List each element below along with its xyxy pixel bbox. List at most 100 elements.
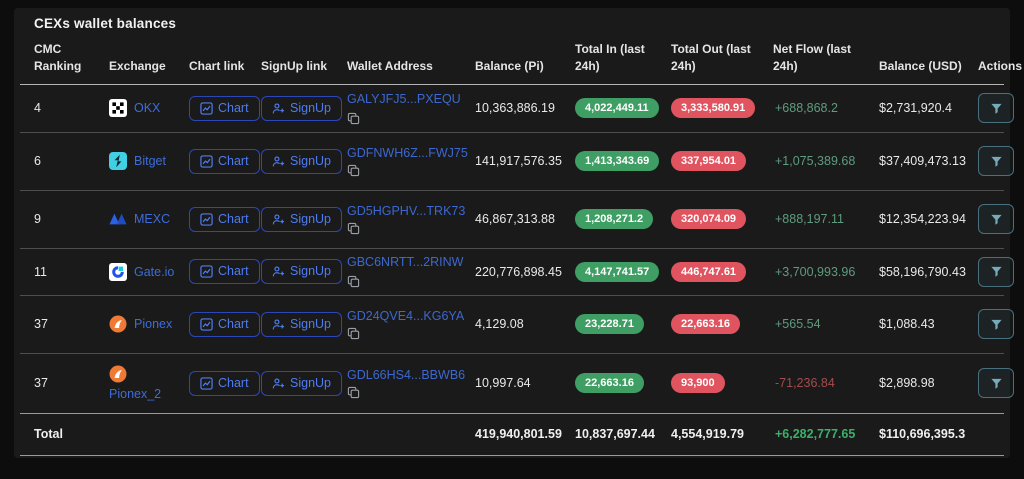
actions-filter-button[interactable]	[978, 204, 1014, 235]
signup-button[interactable]: SignUp	[261, 311, 342, 337]
total-in-badge: 22,663.16	[575, 373, 644, 394]
signup-button[interactable]: SignUp	[261, 259, 342, 285]
balance-usd-value: $58,196,790.43	[879, 264, 966, 279]
col-header-balance-pi: Balance (Pi)	[475, 58, 544, 73]
filter-icon	[990, 378, 1002, 389]
user-add-icon	[272, 319, 285, 329]
total-out-badge: 93,900	[671, 373, 725, 394]
table-row-pionex-2: 37 Pionex_2 Chart SignUp GDL66HS4...BBWB…	[20, 352, 1014, 413]
chart-button[interactable]: Chart	[189, 95, 260, 121]
balance-usd-value: $2,898.98	[879, 376, 935, 391]
wallet-cell: GALYJFJ5...PXEQU	[347, 92, 475, 125]
signup-button[interactable]: SignUp	[261, 206, 342, 232]
pionex-logo-icon	[109, 365, 127, 383]
user-add-icon	[272, 266, 285, 277]
pionex-logo-icon	[109, 315, 127, 333]
chart-button-label: Chart	[218, 211, 249, 226]
chart-button-label: Chart	[218, 264, 249, 279]
net-flow-value: +565.54	[775, 317, 821, 332]
wallet-address-link[interactable]: GDFNWH6Z...FWJ75	[347, 145, 468, 160]
balance-pi-value: 141,917,576.35	[475, 154, 562, 169]
exchange-link[interactable]: Gate.io	[134, 264, 175, 279]
actions-filter-button[interactable]	[978, 93, 1014, 124]
total-balance-usd: $110,696,395.3	[879, 427, 966, 442]
exchange-link[interactable]: Bitget	[134, 154, 166, 169]
wallet-address-link[interactable]: GD24QVE4...KG6YA	[347, 308, 465, 323]
wallet-cell: GDL66HS4...BBWB6	[347, 368, 475, 399]
balance-pi-value: 4,129.08	[475, 317, 524, 332]
gateio-logo-icon	[109, 262, 127, 281]
exchange-cell: MEXC	[109, 210, 189, 228]
chart-button-label: Chart	[218, 375, 249, 390]
user-add-icon	[272, 378, 285, 388]
copy-icon[interactable]	[347, 112, 360, 125]
copy-icon[interactable]	[347, 327, 360, 340]
actions-filter-button[interactable]	[978, 368, 1014, 399]
net-flow-value: -71,236.84	[775, 376, 835, 391]
balance-pi-value: 10,363,886.19	[475, 101, 555, 116]
signup-button-label: SignUp	[290, 264, 331, 279]
filter-icon	[990, 319, 1002, 330]
chart-button-label: Chart	[218, 316, 249, 331]
actions-filter-button[interactable]	[978, 146, 1014, 177]
col-header-chart-link: Chart link	[189, 58, 245, 73]
total-out-badge: 22,663.16	[671, 314, 740, 335]
net-flow-value: +1,075,389.68	[775, 154, 856, 169]
wallet-address-link[interactable]: GALYJFJ5...PXEQU	[347, 91, 461, 106]
copy-icon[interactable]	[347, 275, 360, 288]
user-add-icon	[272, 214, 285, 224]
actions-filter-button[interactable]	[978, 256, 1014, 287]
chart-button[interactable]: Chart	[189, 259, 260, 285]
bitget-logo-icon	[109, 152, 127, 171]
signup-button[interactable]: SignUp	[261, 95, 342, 121]
chart-button[interactable]: Chart	[189, 206, 260, 232]
balance-pi-value: 46,867,313.88	[475, 212, 555, 227]
signup-button[interactable]: SignUp	[261, 370, 342, 396]
mexc-logo-icon	[109, 210, 127, 228]
signup-button-label: SignUp	[290, 316, 331, 331]
exchange-link[interactable]: Pionex_2	[109, 387, 162, 402]
total-in-badge: 1,208,271.2	[575, 209, 654, 230]
col-header-exchange: Exchange	[109, 58, 166, 73]
signup-button-label: SignUp	[290, 375, 331, 390]
exchange-cell: Pionex_2	[109, 365, 189, 401]
copy-icon[interactable]	[347, 386, 360, 399]
total-in-badge: 4,022,449.11	[575, 98, 659, 119]
signup-button-label: SignUp	[290, 153, 331, 168]
wallet-address-link[interactable]: GBC6NRTT...2RINW	[347, 255, 464, 270]
okx-logo-icon	[109, 99, 127, 118]
wallet-cell: GD24QVE4...KG6YA	[347, 309, 475, 340]
chart-button[interactable]: Chart	[189, 370, 260, 396]
col-header-balance-usd: Balance (USD)	[879, 58, 962, 73]
exchange-cell: Gate.io	[109, 262, 189, 281]
cmc-ranking-value: 6	[34, 154, 41, 169]
col-header-total-out: Total Out (last 24h)	[671, 42, 751, 73]
exchange-cell: OKX	[109, 99, 189, 118]
total-in-sum: 10,837,697.44	[575, 427, 655, 442]
chart-button[interactable]: Chart	[189, 148, 260, 174]
signup-button[interactable]: SignUp	[261, 148, 342, 174]
copy-icon[interactable]	[347, 164, 360, 177]
wallet-address-link[interactable]: GD5HGPHV...TRK73	[347, 203, 466, 218]
cmc-ranking-value: 9	[34, 212, 41, 227]
exchange-link[interactable]: MEXC	[134, 212, 171, 227]
exchange-link[interactable]: OKX	[134, 101, 161, 116]
cex-wallet-balances-panel: CEXs wallet balances CMC Ranking Exchang…	[14, 8, 1022, 458]
col-header-total-in: Total In (last 24h)	[575, 42, 645, 73]
chart-button-label: Chart	[218, 100, 249, 115]
actions-filter-button[interactable]	[978, 309, 1014, 340]
chart-button[interactable]: Chart	[189, 311, 260, 337]
total-in-badge: 4,147,741.57	[575, 261, 660, 282]
col-header-cmc-ranking: CMC Ranking	[34, 42, 82, 73]
user-add-icon	[272, 103, 285, 113]
balance-usd-value: $1,088.43	[879, 317, 935, 332]
cmc-ranking-value: 37	[34, 317, 48, 332]
col-header-net-flow: Net Flow (last 24h)	[773, 42, 852, 73]
table-row-mexc: 9 MEXC Chart SignUp GD5HGPHV...TRK73	[20, 189, 1014, 248]
exchange-cell: Bitget	[109, 152, 189, 171]
exchange-link[interactable]: Pionex	[134, 317, 173, 332]
wallet-address-link[interactable]: GDL66HS4...BBWB6	[347, 367, 466, 382]
line-chart-icon	[200, 101, 213, 115]
copy-icon[interactable]	[347, 222, 360, 235]
total-label: Total	[34, 427, 63, 442]
